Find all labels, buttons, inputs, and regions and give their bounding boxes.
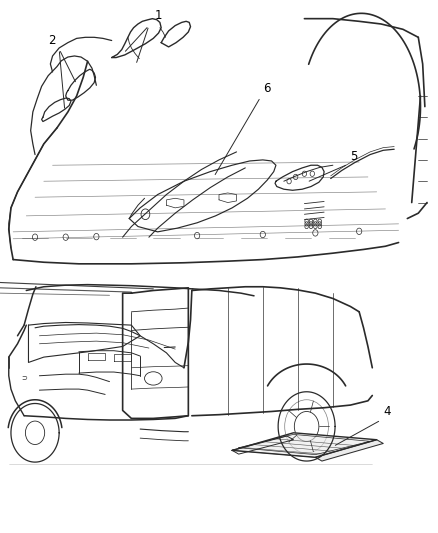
Text: 2: 2 <box>48 34 56 47</box>
Polygon shape <box>315 440 383 461</box>
Text: 4: 4 <box>383 406 391 418</box>
Text: ⊃: ⊃ <box>21 375 27 382</box>
Text: 5: 5 <box>350 150 358 163</box>
Polygon shape <box>232 433 377 457</box>
Text: 1: 1 <box>154 10 162 22</box>
Text: 6: 6 <box>263 82 270 95</box>
